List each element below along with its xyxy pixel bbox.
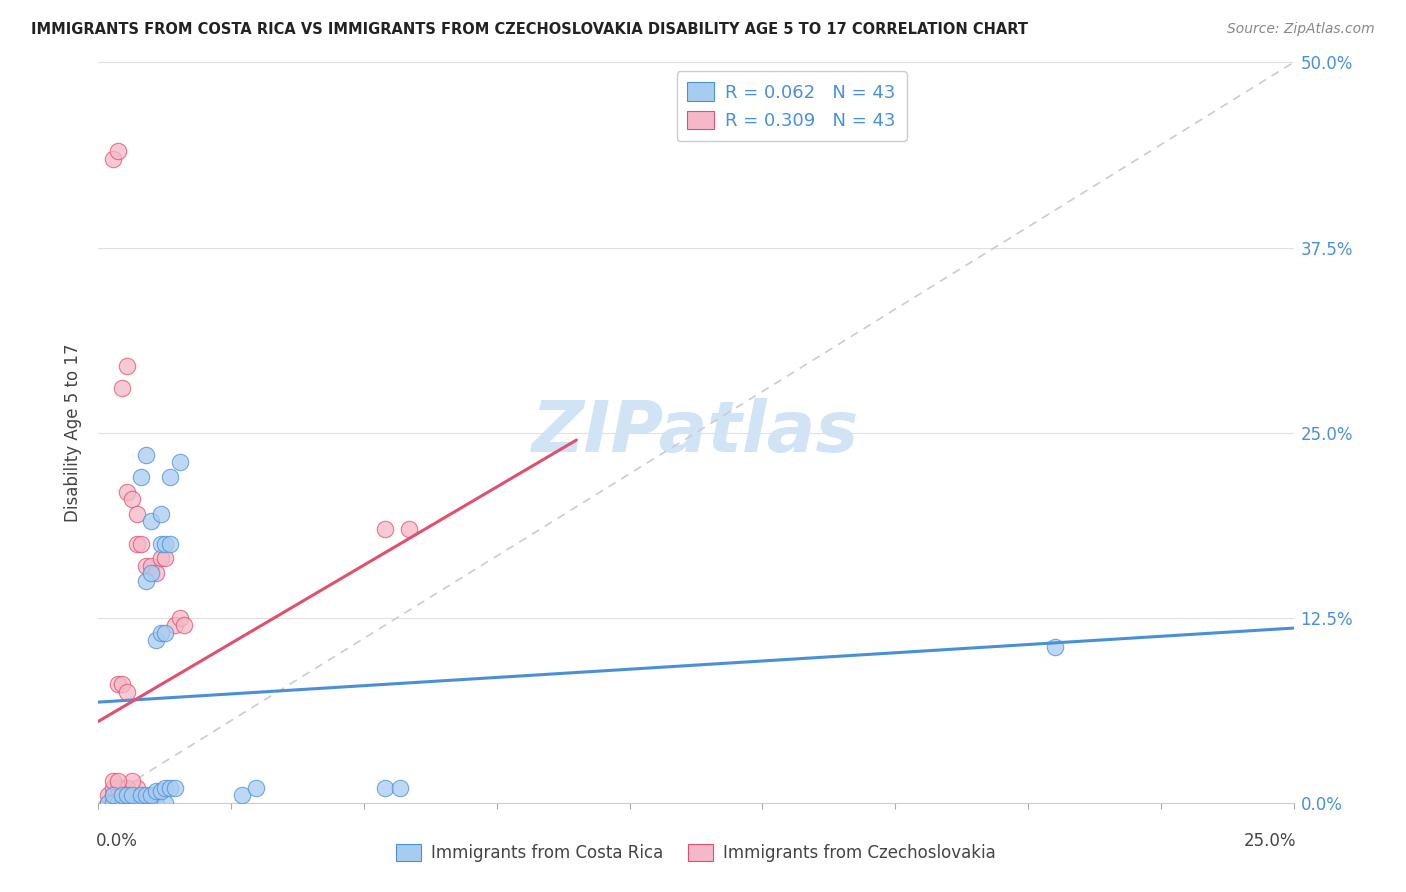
Point [131,470,153,484]
Point [374,522,396,536]
Point [121,796,143,810]
Point [101,773,124,788]
Point [121,492,143,507]
Point [155,625,177,640]
Text: ZIPatlas: ZIPatlas [533,398,859,467]
Point [115,685,138,699]
Point [125,796,148,810]
Point [159,536,181,550]
Y-axis label: Disability Age 5 to 17: Disability Age 5 to 17 [65,343,83,522]
Point [125,780,148,795]
Point [139,796,162,810]
Point [135,796,157,810]
Point [111,789,134,803]
Point [97,796,120,810]
Point [135,574,157,588]
Point [121,796,143,810]
Point [115,789,138,803]
Point [145,796,167,810]
Point [155,551,177,566]
Point [139,789,162,803]
Point [135,789,157,803]
Point [163,618,186,632]
Point [101,780,124,795]
Point [163,780,186,795]
Point [101,789,124,803]
Point [107,677,129,691]
Point [388,780,411,795]
Point [107,796,129,810]
Point [135,558,157,573]
Point [115,796,138,810]
Point [145,632,167,647]
Point [111,796,134,810]
Point [139,515,162,529]
Point [125,536,148,550]
Point [115,796,138,810]
Point [145,566,167,581]
Point [149,507,172,521]
Point [121,789,143,803]
Point [149,784,172,798]
Text: 25.0%: 25.0% [1243,832,1296,850]
Point [97,789,120,803]
Point [231,789,253,803]
Point [131,536,153,550]
Point [115,789,138,803]
Legend: Immigrants from Costa Rica, Immigrants from Czechoslovakia: Immigrants from Costa Rica, Immigrants f… [389,837,1002,869]
Point [115,780,138,795]
Point [149,625,172,640]
Point [139,558,162,573]
Point [115,359,138,373]
Point [111,789,134,803]
Point [131,789,153,803]
Point [101,152,124,166]
Text: IMMIGRANTS FROM COSTA RICA VS IMMIGRANTS FROM CZECHOSLOVAKIA DISABILITY AGE 5 TO: IMMIGRANTS FROM COSTA RICA VS IMMIGRANTS… [31,22,1028,37]
Point [155,796,177,810]
Point [155,780,177,795]
Point [107,780,129,795]
Point [107,789,129,803]
Point [139,566,162,581]
Point [131,796,153,810]
Point [398,522,420,536]
Point [111,780,134,795]
Point [107,145,129,159]
Point [169,610,191,624]
Point [121,789,143,803]
Point [245,780,267,795]
Point [173,618,195,632]
Point [111,677,134,691]
Point [97,796,120,810]
Point [107,796,129,810]
Text: 0.0%: 0.0% [96,832,138,850]
Point [101,789,124,803]
Point [149,536,172,550]
Point [111,796,134,810]
Point [115,484,138,499]
Point [107,773,129,788]
Point [169,455,191,469]
Point [149,551,172,566]
Point [135,448,157,462]
Point [145,784,167,798]
Point [125,796,148,810]
Point [1043,640,1066,655]
Point [159,470,181,484]
Point [159,780,181,795]
Text: Source: ZipAtlas.com: Source: ZipAtlas.com [1227,22,1375,37]
Point [101,796,124,810]
Point [155,536,177,550]
Point [121,773,143,788]
Point [125,507,148,521]
Point [101,796,124,810]
Point [374,780,396,795]
Point [111,381,134,395]
